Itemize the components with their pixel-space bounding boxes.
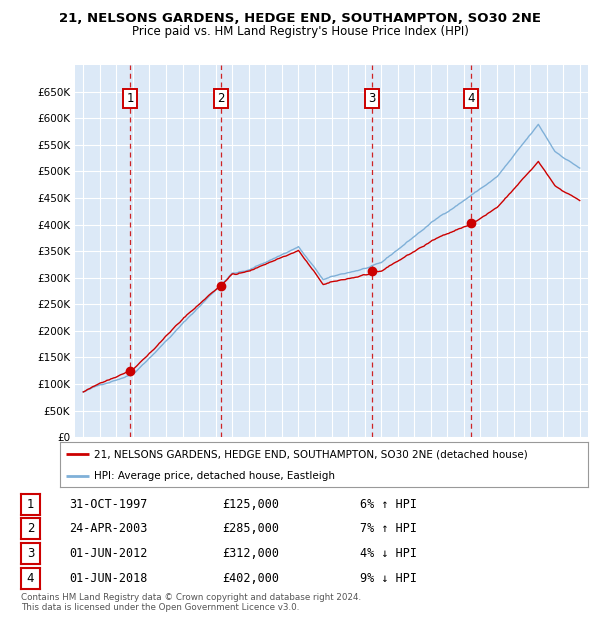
Text: 1: 1: [27, 498, 34, 510]
Text: 7% ↑ HPI: 7% ↑ HPI: [360, 523, 417, 535]
Text: 21, NELSONS GARDENS, HEDGE END, SOUTHAMPTON, SO30 2NE (detached house): 21, NELSONS GARDENS, HEDGE END, SOUTHAMP…: [94, 449, 528, 459]
Text: 3: 3: [27, 547, 34, 560]
Text: £312,000: £312,000: [222, 547, 279, 560]
Text: £285,000: £285,000: [222, 523, 279, 535]
Text: 31-OCT-1997: 31-OCT-1997: [69, 498, 148, 510]
Text: 01-JUN-2012: 01-JUN-2012: [69, 547, 148, 560]
Text: HPI: Average price, detached house, Eastleigh: HPI: Average price, detached house, East…: [94, 471, 335, 480]
Text: 4: 4: [27, 572, 34, 585]
Text: Price paid vs. HM Land Registry's House Price Index (HPI): Price paid vs. HM Land Registry's House …: [131, 25, 469, 38]
Text: 24-APR-2003: 24-APR-2003: [69, 523, 148, 535]
Text: 4% ↓ HPI: 4% ↓ HPI: [360, 547, 417, 560]
Text: £402,000: £402,000: [222, 572, 279, 585]
Text: 6% ↑ HPI: 6% ↑ HPI: [360, 498, 417, 510]
Text: 2: 2: [27, 523, 34, 535]
Text: 21, NELSONS GARDENS, HEDGE END, SOUTHAMPTON, SO30 2NE: 21, NELSONS GARDENS, HEDGE END, SOUTHAMP…: [59, 12, 541, 25]
Text: 01-JUN-2018: 01-JUN-2018: [69, 572, 148, 585]
Text: £125,000: £125,000: [222, 498, 279, 510]
Text: 1: 1: [127, 92, 134, 105]
Text: 4: 4: [467, 92, 475, 105]
Text: 2: 2: [217, 92, 224, 105]
Text: 9% ↓ HPI: 9% ↓ HPI: [360, 572, 417, 585]
Text: Contains HM Land Registry data © Crown copyright and database right 2024.
This d: Contains HM Land Registry data © Crown c…: [21, 593, 361, 612]
Text: 3: 3: [368, 92, 375, 105]
